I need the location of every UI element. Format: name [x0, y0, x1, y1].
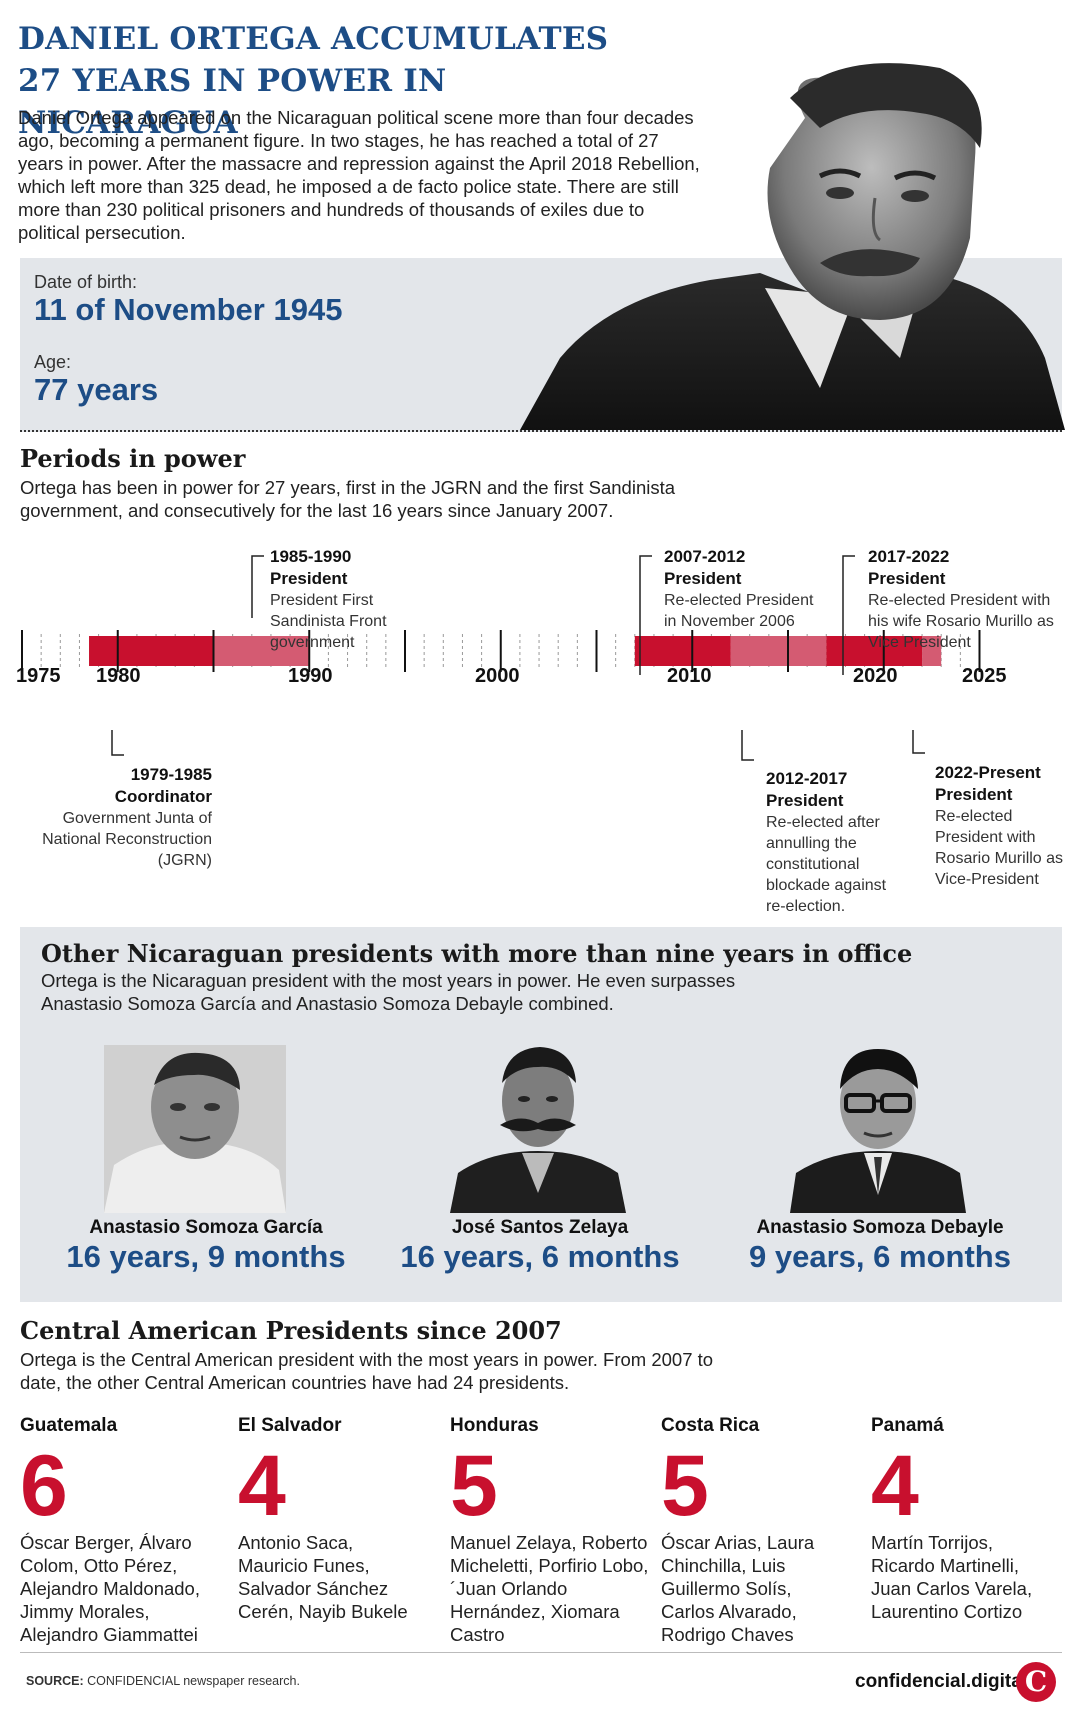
event-years: 2007-2012	[664, 547, 746, 566]
footer-divider	[20, 1652, 1062, 1653]
event-note: Government Junta of National Reconstruct…	[42, 810, 212, 869]
logo-icon[interactable]: C	[1016, 1662, 1056, 1702]
president-name-1: Anastasio Somoza García	[89, 1217, 323, 1238]
country-count: 6	[20, 1438, 68, 1534]
country-count: 4	[871, 1438, 919, 1534]
periods-title: Periods in power	[20, 444, 246, 473]
president-time-3: 9 years, 6 months	[749, 1239, 1011, 1274]
event-role: President	[664, 569, 742, 588]
country-honduras: Honduras 5 Manuel Zelaya, Roberto Michel…	[450, 1415, 655, 1646]
connector-1979	[111, 730, 124, 756]
year-label-2025: 2025	[962, 665, 1007, 687]
brand-name[interactable]: confidencial.digital	[855, 1671, 1028, 1692]
country-guatemala: Guatemala 6 Óscar Berger, Álvaro Colom, …	[20, 1415, 225, 1646]
event-note: Re-elected President with Rosario Murill…	[935, 808, 1064, 888]
central-description: Ortega is the Central American president…	[20, 1349, 714, 1393]
year-label-1990: 1990	[288, 665, 333, 687]
president-time-1: 16 years, 9 months	[66, 1239, 346, 1274]
event-note: Re-elected President in November 2006	[664, 592, 814, 630]
country-name: Guatemala	[20, 1415, 118, 1436]
event-role: President	[868, 569, 946, 588]
title-line-1: DANIEL ORTEGA ACCUMULATES	[18, 21, 609, 57]
year-label-2020: 2020	[853, 665, 898, 687]
country-count: 4	[238, 1438, 286, 1534]
timeline-graphic	[21, 555, 981, 761]
santos-zelaya-photo	[450, 1043, 626, 1213]
others-description: Ortega is the Nicaraguan president with …	[41, 970, 736, 1014]
timeline-bar-6	[922, 636, 942, 666]
timeline-bar-3	[634, 636, 731, 666]
timeline-bars	[89, 636, 942, 666]
others-title: Other Nicaraguan presidents with more th…	[41, 939, 913, 968]
event-role: President	[270, 569, 348, 588]
somoza-garcia-photo	[104, 1045, 286, 1213]
event-role: President	[766, 791, 844, 810]
timeline-bar-2	[213, 636, 310, 666]
event-role: Coordinator	[114, 787, 212, 806]
connector-2022	[912, 730, 925, 754]
country-presidents: Óscar Berger, Álvaro Colom, Otto Pérez, …	[20, 1532, 200, 1645]
connector-2012	[741, 730, 754, 761]
intro-paragraph: Daniel Ortega appeared on the Nicaraguan…	[18, 107, 700, 243]
country-costa-rica: Costa Rica 5 Óscar Arias, Laura Chinchil…	[661, 1415, 841, 1646]
timeline-major-ticks	[21, 630, 981, 672]
event-years: 1985-1990	[270, 547, 352, 566]
event-2012: 2012-2017 President Re-elected after ann…	[766, 768, 896, 917]
event-years: 1979-1985	[130, 765, 212, 784]
year-label-2010: 2010	[667, 665, 712, 687]
event-years: 2017-2022	[868, 547, 950, 566]
country-name: Costa Rica	[661, 1415, 760, 1436]
event-note: Re-elected after annulling the constitut…	[766, 814, 887, 915]
country-presidents: Martín Torrijos, Ricardo Martinelli, Jua…	[871, 1532, 1033, 1622]
dob-value: 11 of November 1945	[34, 292, 343, 327]
timeline-bar-1	[89, 636, 214, 666]
country-presidents: Óscar Arias, Laura Chinchilla, Luis Guil…	[661, 1532, 815, 1645]
timeline-bar-4	[730, 636, 827, 666]
ortega-portrait	[520, 63, 1065, 430]
president-name-2: José Santos Zelaya	[451, 1217, 629, 1238]
event-note: Re-elected President with his wife Rosar…	[868, 592, 1054, 651]
title-line-2: 27 YEARS IN POWER IN NICARAGUA	[18, 63, 447, 141]
page-title: DANIEL ORTEGA ACCUMULATES 27 YEARS IN PO…	[18, 18, 658, 144]
connector-2017	[842, 555, 855, 675]
country-presidents: Antonio Saca, Mauricio Funes, Salvador S…	[238, 1532, 408, 1622]
country-name: Panamá	[871, 1415, 944, 1436]
connector-2007	[639, 555, 652, 675]
country-panama: Panamá 4 Martín Torrijos, Ricardo Martin…	[871, 1415, 1061, 1623]
source-text: CONFIDENCIAL newspaper research.	[87, 1674, 300, 1688]
event-years: 2022-Present	[935, 763, 1041, 782]
dob-label: Date of birth:	[34, 272, 138, 292]
source-label: SOURCE:	[26, 1674, 84, 1688]
source-note: SOURCE: CONFIDENCIAL newspaper research.	[26, 1674, 300, 1688]
country-presidents: Manuel Zelaya, Roberto Micheletti, Porfi…	[450, 1532, 649, 1645]
event-1985: 1985-1990 President President First Sand…	[270, 546, 410, 653]
somoza-debayle-photo	[790, 1045, 966, 1213]
year-label-1980: 1980	[96, 665, 141, 687]
central-title: Central American Presidents since 2007	[20, 1316, 562, 1345]
event-2022: 2022-Present President Re-elected Presid…	[935, 762, 1070, 890]
country-count: 5	[450, 1438, 498, 1534]
event-note: President First Sandinista Front governm…	[270, 592, 387, 651]
connector-1985	[251, 555, 264, 618]
event-2007: 2007-2012 President Re-elected President…	[664, 546, 824, 632]
age-value: 77 years	[34, 372, 159, 407]
age-label: Age:	[34, 352, 72, 372]
event-1979: 1979-1985 Coordinator Government Junta o…	[30, 764, 212, 871]
year-label-1975: 1975	[16, 665, 61, 687]
country-name: Honduras	[450, 1415, 539, 1436]
other-presidents-panel: Other Nicaraguan presidents with more th…	[20, 927, 1062, 1302]
periods-description: Ortega has been in power for 27 years, f…	[20, 477, 676, 521]
country-el-salvador: El Salvador 4 Antonio Saca, Mauricio Fun…	[238, 1415, 428, 1623]
event-role: President	[935, 785, 1013, 804]
event-years: 2012-2017	[766, 769, 848, 788]
country-name: El Salvador	[238, 1415, 342, 1436]
event-2017: 2017-2022 President Re-elected President…	[868, 546, 1058, 653]
year-label-2000: 2000	[475, 665, 520, 687]
president-time-2: 16 years, 6 months	[400, 1239, 680, 1274]
country-count: 5	[661, 1438, 709, 1534]
president-name-3: Anastasio Somoza Debayle	[756, 1217, 1004, 1238]
